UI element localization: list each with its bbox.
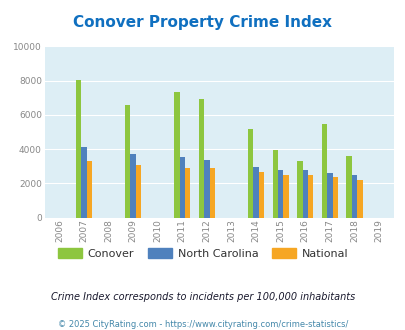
Bar: [356, 180, 362, 218]
Bar: [179, 157, 185, 218]
Bar: [174, 92, 179, 218]
Bar: [332, 177, 337, 218]
Bar: [283, 175, 288, 218]
Bar: [351, 175, 356, 218]
Legend: Conover, North Carolina, National: Conover, North Carolina, National: [53, 244, 352, 263]
Bar: [277, 170, 283, 218]
Bar: [198, 99, 204, 218]
Bar: [204, 160, 209, 218]
Bar: [125, 105, 130, 218]
Bar: [185, 168, 190, 218]
Bar: [321, 124, 326, 218]
Bar: [326, 173, 332, 218]
Text: Conover Property Crime Index: Conover Property Crime Index: [73, 15, 332, 30]
Bar: [76, 80, 81, 218]
Bar: [296, 161, 302, 218]
Bar: [136, 165, 141, 218]
Bar: [272, 150, 277, 218]
Bar: [258, 172, 264, 218]
Bar: [87, 161, 92, 218]
Bar: [307, 175, 313, 218]
Bar: [345, 156, 351, 218]
Bar: [130, 154, 136, 218]
Bar: [247, 129, 253, 218]
Bar: [209, 168, 215, 218]
Bar: [81, 147, 87, 218]
Text: © 2025 CityRating.com - https://www.cityrating.com/crime-statistics/: © 2025 CityRating.com - https://www.city…: [58, 320, 347, 329]
Bar: [253, 167, 258, 218]
Bar: [302, 170, 307, 218]
Text: Crime Index corresponds to incidents per 100,000 inhabitants: Crime Index corresponds to incidents per…: [51, 292, 354, 302]
